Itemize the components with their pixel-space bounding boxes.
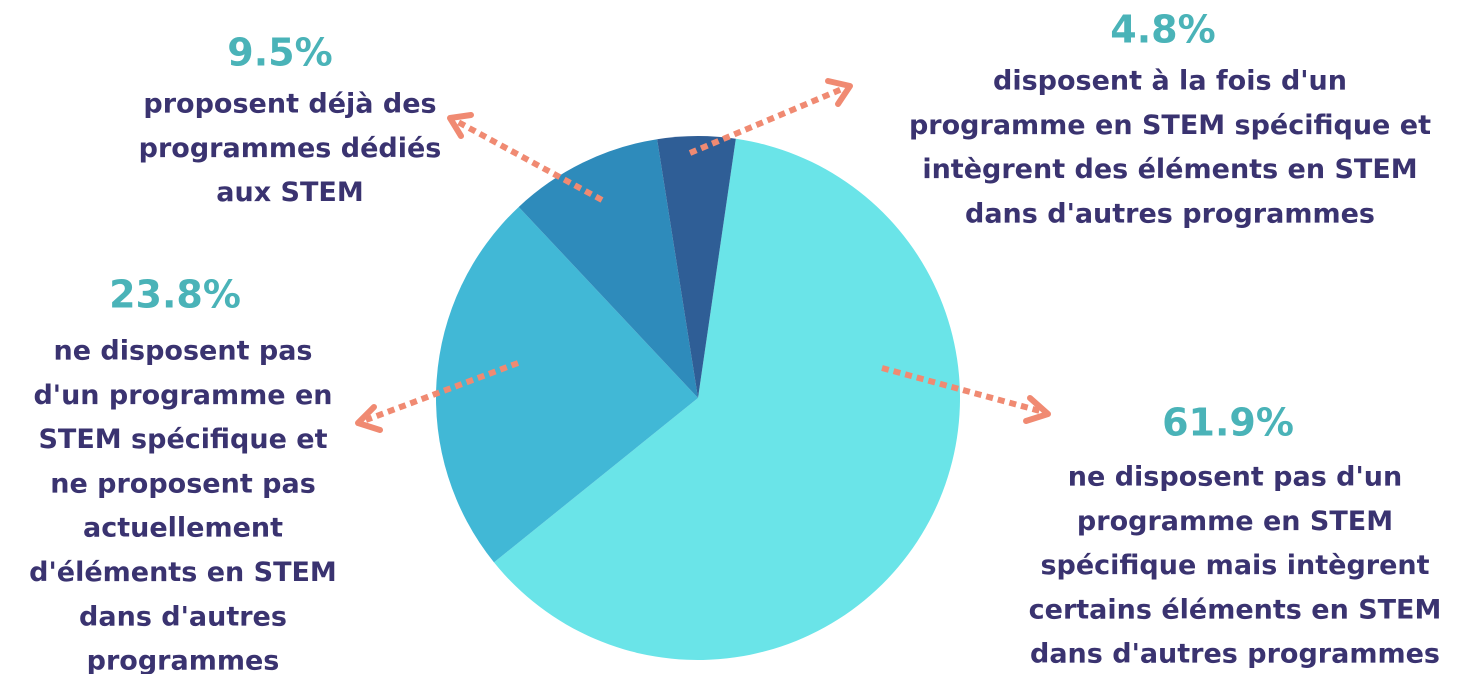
pointer-head <box>1023 395 1051 424</box>
pointer <box>881 365 1041 414</box>
slice <box>493 138 960 660</box>
pointer-head <box>825 78 853 107</box>
slice <box>435 206 698 563</box>
slice-label: programmes dédiés <box>139 133 442 164</box>
slice-label: STEM spécifique et <box>38 424 327 455</box>
slice-label: programme en STEM spécifique et <box>909 110 1431 141</box>
slice-label: programmes <box>87 646 280 674</box>
slice-label: programme en STEM <box>1077 506 1393 537</box>
slice-label: dans d'autres programmes <box>965 198 1375 229</box>
pointers <box>355 78 1051 433</box>
pointer-head <box>355 404 383 433</box>
slice-label: ne proposent pas <box>50 468 316 499</box>
slice <box>657 136 736 398</box>
value-label: 9.5% <box>227 31 332 75</box>
pie <box>435 136 960 660</box>
slice-label: certains éléments en STEM <box>1029 594 1442 625</box>
pointer <box>364 360 520 423</box>
slice-label: aux STEM <box>216 177 363 208</box>
slice-label: d'éléments en STEM <box>29 557 337 588</box>
slice <box>518 139 698 398</box>
slice-label: ne disposent pas <box>54 336 313 367</box>
slice-label: ne disposent pas d'un <box>1068 462 1402 493</box>
slice-label: dans d'autres <box>79 601 287 632</box>
value-label: 23.8% <box>109 273 241 317</box>
slice-label: intègrent des éléments en STEM <box>922 154 1417 185</box>
slice-label: spécifique mais intègrent <box>1040 550 1429 581</box>
slice-label: disposent à la fois d'un <box>993 66 1347 97</box>
pointer <box>456 119 604 203</box>
value-label: 61.9% <box>1162 401 1294 445</box>
pointer-head <box>447 112 474 139</box>
slice-label: actuellement <box>83 513 283 544</box>
pointer <box>688 86 844 156</box>
slice-label: d'un programme en <box>33 380 332 411</box>
value-label: 4.8% <box>1110 8 1215 52</box>
slice-label: proposent déjà des <box>143 89 436 120</box>
slice-label: dans d'autres programmes <box>1030 639 1440 670</box>
